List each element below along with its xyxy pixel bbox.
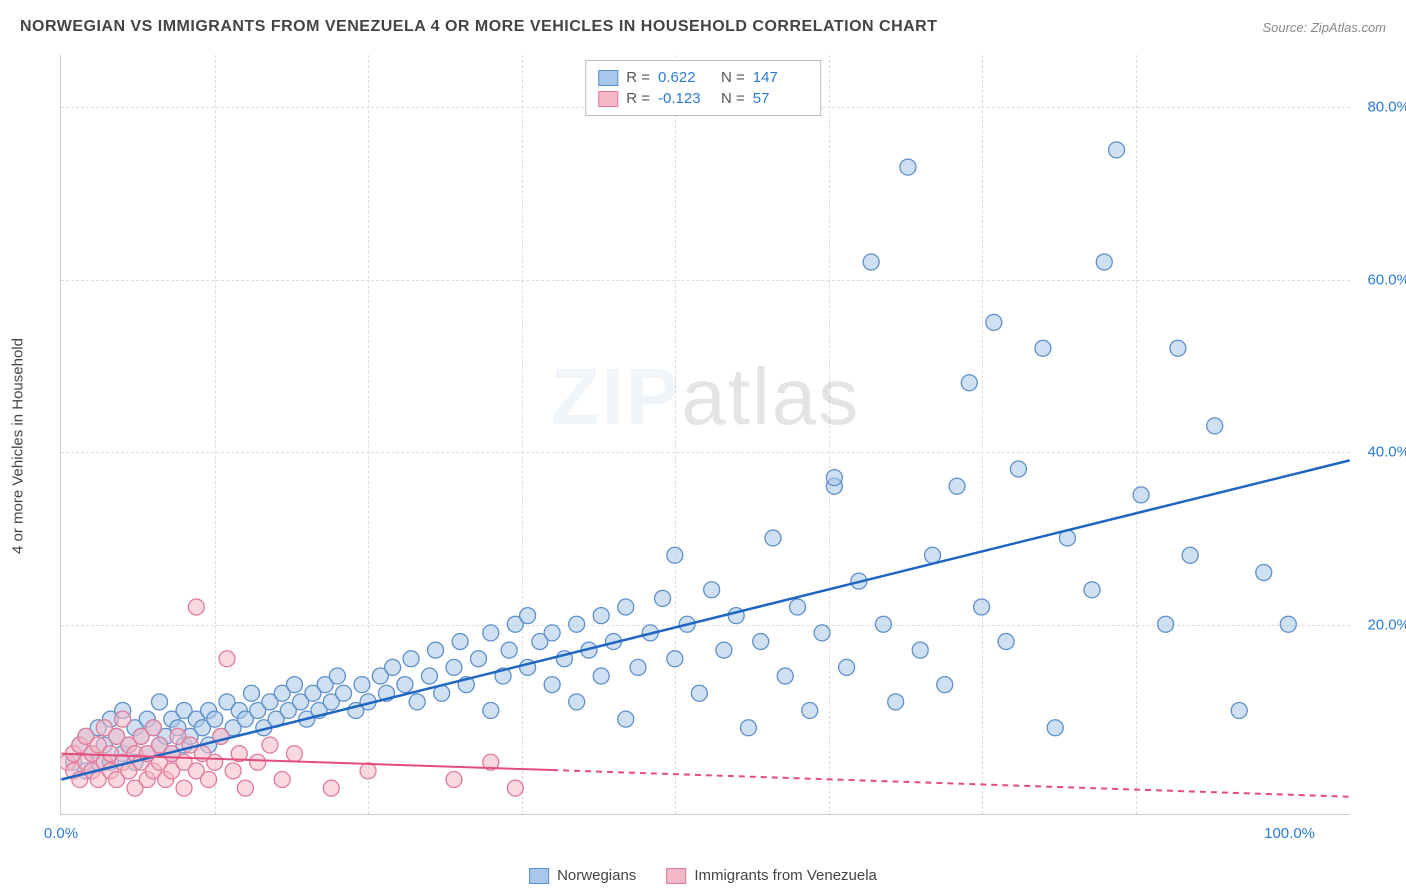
y-tick-label: 60.0%	[1355, 271, 1406, 288]
source-label: Source: ZipAtlas.com	[1262, 20, 1386, 35]
y-axis-title: 4 or more Vehicles in Household	[10, 338, 27, 554]
legend-swatch	[598, 91, 618, 107]
correlation-row: R = 0.622 N = 147	[598, 67, 808, 88]
legend-label: Norwegians	[557, 867, 636, 884]
title-bar: NORWEGIAN VS IMMIGRANTS FROM VENEZUELA 4…	[20, 18, 1386, 36]
y-tick-label: 40.0%	[1355, 444, 1406, 461]
correlation-legend: R = 0.622 N = 147 R = -0.123 N = 57	[585, 60, 821, 116]
trend-layer	[61, 55, 1350, 814]
y-tick-label: 80.0%	[1355, 98, 1406, 115]
x-tick-label: 0.0%	[44, 825, 78, 842]
r-value: -0.123	[658, 90, 713, 107]
chart-title: NORWEGIAN VS IMMIGRANTS FROM VENEZUELA 4…	[20, 18, 938, 36]
n-value: 147	[753, 69, 808, 86]
correlation-row: R = -0.123 N = 57	[598, 88, 808, 109]
r-value: 0.622	[658, 69, 713, 86]
trend-line-extrapolated	[552, 770, 1350, 797]
r-label: R =	[626, 90, 650, 107]
legend-item: Immigrants from Venezuela	[666, 867, 877, 884]
legend-item: Norwegians	[529, 867, 636, 884]
legend-swatch	[666, 868, 686, 884]
n-value: 57	[753, 90, 808, 107]
legend-swatch	[598, 70, 618, 86]
r-label: R =	[626, 69, 650, 86]
trend-line	[61, 460, 1349, 779]
n-label: N =	[721, 90, 745, 107]
series-legend: Norwegians Immigrants from Venezuela	[529, 867, 877, 884]
legend-swatch	[529, 868, 549, 884]
n-label: N =	[721, 69, 745, 86]
legend-label: Immigrants from Venezuela	[694, 867, 877, 884]
x-tick-label: 100.0%	[1264, 825, 1315, 842]
plot-area: ZIPatlas 20.0%40.0%60.0%80.0%0.0%100.0%	[60, 55, 1350, 815]
y-tick-label: 20.0%	[1355, 617, 1406, 634]
